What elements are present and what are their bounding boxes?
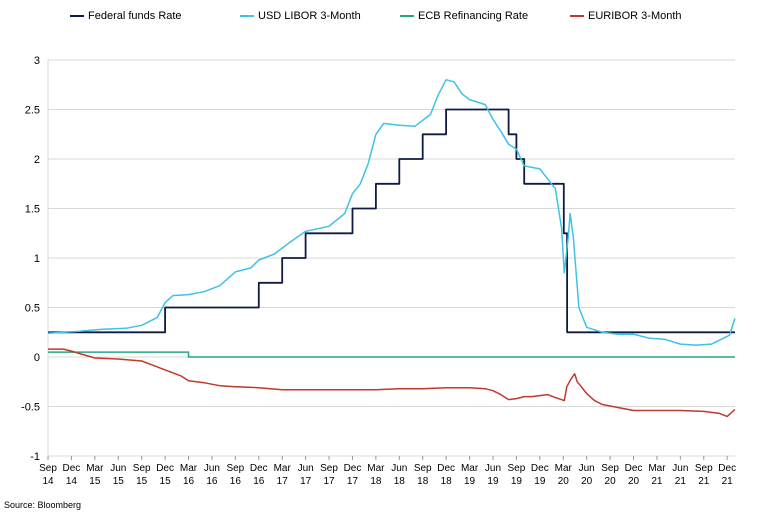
x-tick-month: Dec — [718, 463, 736, 474]
x-tick-month: Jun — [391, 463, 407, 474]
x-tick-month: Sep — [133, 463, 151, 474]
x-tick-year: 18 — [441, 476, 453, 487]
x-tick-year: 20 — [558, 476, 570, 487]
legend-swatch-fed-funds — [70, 15, 84, 17]
series-lines — [47, 79, 736, 418]
x-tick-month: Jun — [485, 463, 501, 474]
x-tick-year: 21 — [675, 476, 687, 487]
x-tick-year: 20 — [628, 476, 640, 487]
x-tick-month: Dec — [437, 463, 455, 474]
y-tick-label: 1.5 — [25, 204, 40, 216]
x-tick-year: 20 — [581, 476, 593, 487]
x-tick-month: Mar — [274, 463, 292, 474]
series-line-usd-libor-3-month — [47, 79, 736, 346]
x-tick-month: Dec — [344, 463, 362, 474]
x-tick-year: 19 — [487, 476, 499, 487]
x-tick-year: 18 — [370, 476, 382, 487]
x-tick-year: 15 — [113, 476, 125, 487]
x-tick-year: 16 — [206, 476, 218, 487]
x-tick-month: Dec — [250, 463, 268, 474]
x-tick-month: Jun — [298, 463, 314, 474]
legend-label-usd-libor: USD LIBOR 3-Month — [258, 10, 361, 22]
x-tick-month: Jun — [672, 463, 688, 474]
x-tick-month: Sep — [601, 463, 619, 474]
x-tick-year: 15 — [160, 476, 172, 487]
legend-item-euribor: EURIBOR 3-Month — [570, 10, 682, 22]
x-tick-month: Jun — [204, 463, 220, 474]
x-tick-year: 16 — [230, 476, 242, 487]
source-note: Source: Bloomberg — [4, 500, 82, 510]
x-tick-year: 18 — [394, 476, 406, 487]
y-axis-labels: 3 2.5 2 1.5 1 0.5 0 -0.5 -1 — [21, 55, 40, 463]
x-tick-year: 17 — [277, 476, 289, 487]
x-tick-month: Jun — [579, 463, 595, 474]
x-tick-month: Sep — [39, 463, 57, 474]
x-tick-year: 17 — [300, 476, 312, 487]
gridlines — [47, 59, 735, 457]
series-line-federal-funds-rate — [48, 108, 735, 334]
y-tick-label: 1 — [34, 253, 40, 265]
x-tick-year: 19 — [534, 476, 546, 487]
x-tick-month: Mar — [461, 463, 479, 474]
x-tick-month: Mar — [86, 463, 104, 474]
series-line-euribor-3-month — [48, 348, 736, 418]
x-tick-year: 16 — [253, 476, 265, 487]
x-tick-month: Dec — [625, 463, 643, 474]
legend-item-usd-libor: USD LIBOR 3-Month — [240, 10, 361, 22]
x-tick-month: Sep — [414, 463, 432, 474]
x-tick-year: 21 — [698, 476, 710, 487]
x-tick-year: 15 — [136, 476, 148, 487]
x-tick-month: Mar — [367, 463, 385, 474]
x-tick-year: 16 — [183, 476, 195, 487]
x-tick-year: 21 — [651, 476, 663, 487]
legend-label-euribor: EURIBOR 3-Month — [588, 10, 682, 22]
y-tick-label: -1 — [30, 451, 40, 463]
x-tick-year: 19 — [511, 476, 523, 487]
x-tick-year: 19 — [464, 476, 476, 487]
x-tick-year: 14 — [42, 476, 54, 487]
legend-item-ecb-rate: ECB Refinancing Rate — [400, 10, 528, 22]
x-tick-year: 20 — [605, 476, 617, 487]
y-tick-label: 0.5 — [25, 303, 40, 315]
legend-swatch-ecb-rate — [400, 15, 414, 17]
y-tick-label: 0 — [34, 352, 40, 364]
legend: Federal funds Rate USD LIBOR 3-Month ECB… — [0, 10, 770, 30]
x-tick-year: 15 — [89, 476, 101, 487]
legend-label-fed-funds: Federal funds Rate — [88, 10, 182, 22]
x-tick-year: 18 — [417, 476, 429, 487]
legend-swatch-euribor — [570, 15, 584, 17]
x-tick-month: Dec — [63, 463, 81, 474]
y-tick-label: 3 — [34, 55, 40, 67]
x-tick-month: Sep — [320, 463, 338, 474]
y-tick-label: -0.5 — [21, 402, 40, 414]
legend-item-fed-funds: Federal funds Rate — [70, 10, 182, 22]
x-tick-year: 17 — [347, 476, 359, 487]
x-tick-month: Jun — [110, 463, 126, 474]
x-tick-month: Dec — [156, 463, 174, 474]
x-axis-labels: Sep 14 Dec 14 Mar 15 Jun 15 Sep 15 Dec 15 Mar 16 Jun 16… — [39, 456, 736, 487]
series-line-ecb-refinancing-rate — [48, 351, 735, 358]
legend-swatch-usd-libor — [240, 15, 254, 17]
x-tick-year: 14 — [66, 476, 78, 487]
legend-label-ecb-rate: ECB Refinancing Rate — [418, 10, 529, 22]
y-tick-label: 2.5 — [25, 105, 40, 117]
x-tick-year: 21 — [722, 476, 734, 487]
y-tick-label: 2 — [34, 154, 40, 166]
x-tick-month: Dec — [531, 463, 549, 474]
x-tick-month: Sep — [226, 463, 244, 474]
x-tick-month: Mar — [648, 463, 666, 474]
x-tick-year: 17 — [323, 476, 335, 487]
x-tick-month: Mar — [555, 463, 573, 474]
x-tick-month: Sep — [695, 463, 713, 474]
x-tick-month: Sep — [508, 463, 526, 474]
x-tick-month: Mar — [180, 463, 198, 474]
